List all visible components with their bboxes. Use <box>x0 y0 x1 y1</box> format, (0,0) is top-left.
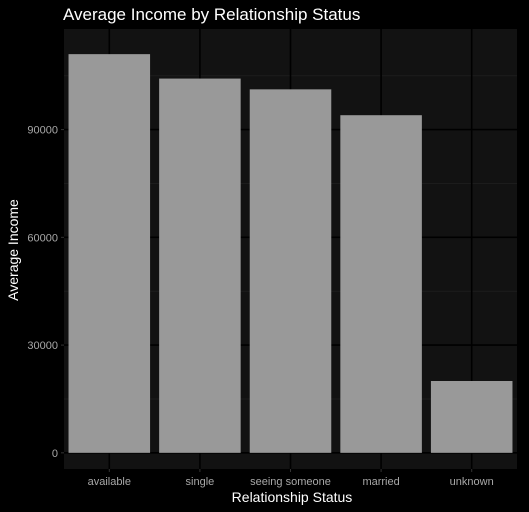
x-axis-title: Relationship Status <box>232 489 353 505</box>
y-axis-title: Average Income <box>5 199 21 301</box>
x-tick-label: single <box>186 476 215 488</box>
x-tick-label: married <box>362 476 399 488</box>
y-tick-label: 60000 <box>27 232 58 244</box>
bars <box>68 54 513 453</box>
bar-unknown <box>430 381 513 453</box>
bar-married <box>340 115 422 453</box>
x-tick-label: unknown <box>450 476 494 488</box>
bar-available <box>68 54 151 453</box>
x-tick-label: seeing someone <box>250 476 331 488</box>
bar-single <box>159 78 241 453</box>
bar-seeing-someone <box>249 89 332 453</box>
y-axis-ticks: 0 30000 60000 90000 <box>27 125 64 460</box>
y-tick-label: 0 <box>52 448 58 460</box>
y-tick-label: 30000 <box>27 340 58 352</box>
y-tick-label: 90000 <box>27 125 58 137</box>
x-tick-label: available <box>88 476 131 488</box>
x-axis-ticks: available single seeing someone married unkn… <box>88 469 494 488</box>
chart-title: Average Income by Relationship Status <box>63 5 360 24</box>
